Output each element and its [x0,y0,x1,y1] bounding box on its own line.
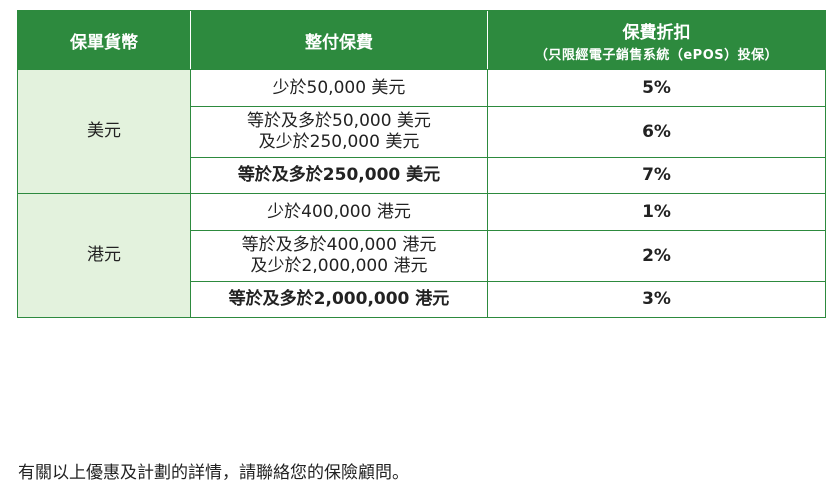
premium-text: 少於400,000 港元 [267,201,411,222]
table-row: 等於及多於400,000 港元 及少於2,000,000 港元 2% [18,230,826,282]
premium-cell: 等於及多於250,000 美元 [190,157,488,194]
discount-table: 保單貨幣 整付保費 保費折扣 （只限經電子銷售系統（ePOS）投保） 美元 少於… [17,10,826,318]
header-discount-note: （只限經電子銷售系統（ePOS）投保） [534,47,779,63]
table-row: 港元 少於400,000 港元 1% [17,193,826,318]
discount-cell: 7% [487,157,826,194]
header-discount-label: 保費折扣 [622,22,691,43]
premium-text: 少於50,000 美元 [272,77,406,98]
footnote-text: 有關以上優惠及計劃的詳情，請聯絡您的保險顧問。 [18,463,409,483]
discount-cell: 2% [487,230,826,282]
premium-text: 等於及多於50,000 美元 [247,111,431,131]
header-policy-currency: 保單貨幣 [17,10,191,70]
premium-text: 等於及多於2,000,000 港元 [228,289,450,309]
table-row: 美元 少於50,000 美元 5% [17,69,826,194]
premium-text: 等於及多於250,000 美元 [237,165,441,185]
header-single-premium: 整付保費 [190,10,488,70]
premium-text: 及少於250,000 美元 [258,132,420,152]
table-row: 等於及多於250,000 美元 7% [18,157,826,194]
table-header-row: 保單貨幣 整付保費 保費折扣 （只限經電子銷售系統（ePOS）投保） [17,10,826,70]
discount-cell: 6% [487,106,826,158]
table-row: 等於及多於50,000 美元 及少於250,000 美元 6% [18,106,826,158]
premium-cell: 等於及多於50,000 美元 及少於250,000 美元 [190,106,488,158]
currency-cell-hkd: 港元 [17,193,191,318]
premium-cell: 少於400,000 港元 [190,193,488,231]
discount-cell: 3% [487,281,826,318]
header-premium-discount: 保費折扣 （只限經電子銷售系統（ePOS）投保） [487,10,826,70]
header-premium-label: 整付保費 [305,32,373,53]
table-row: 等於及多於2,000,000 港元 3% [18,281,826,318]
premium-cell: 等於及多於400,000 港元 及少於2,000,000 港元 [190,230,488,282]
premium-cell: 少於50,000 美元 [190,69,488,107]
header-currency-label: 保單貨幣 [70,32,138,53]
premium-text: 及少於2,000,000 港元 [250,256,428,276]
premium-text: 等於及多於400,000 港元 [241,235,437,255]
currency-cell-usd: 美元 [17,69,191,194]
discount-cell: 5% [487,69,826,107]
premium-cell: 等於及多於2,000,000 港元 [190,281,488,318]
discount-cell: 1% [487,193,826,231]
